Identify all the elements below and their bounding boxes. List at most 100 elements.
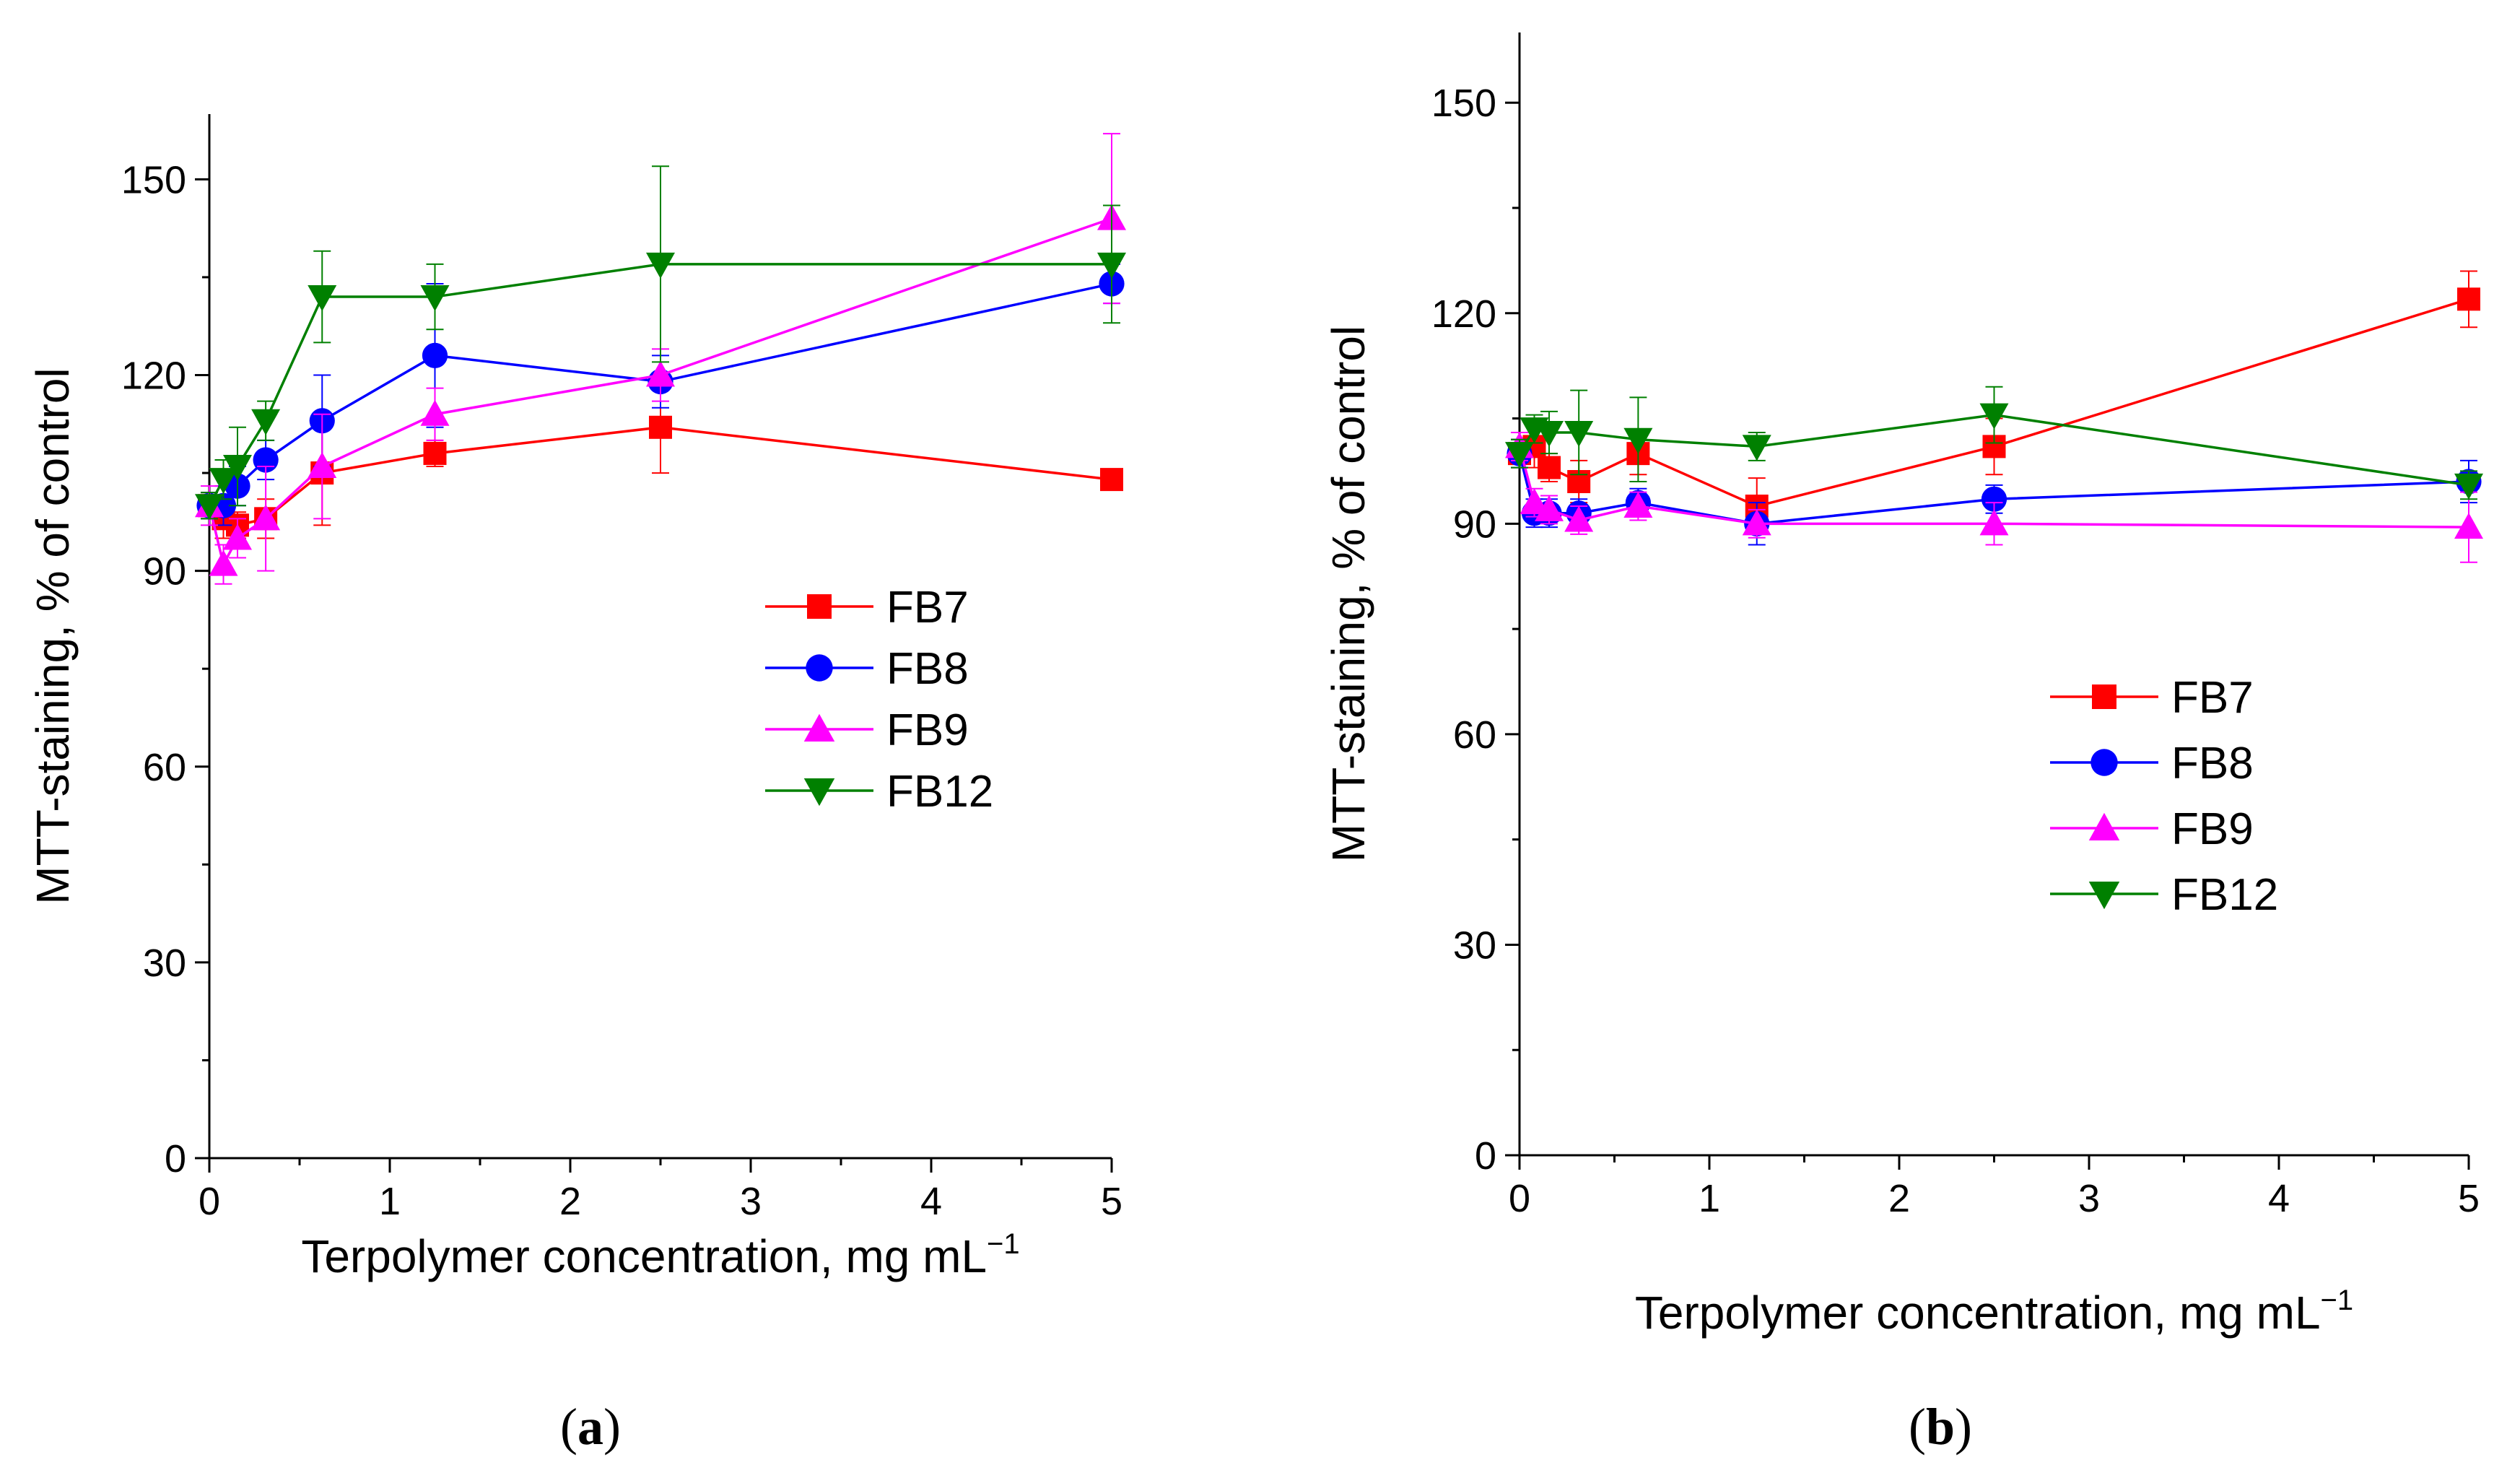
x-tick-label: 0 [199, 1180, 220, 1223]
data-point-FB12 [1535, 420, 1564, 447]
data-point-FB12 [420, 285, 450, 312]
y-tick-label: 0 [165, 1137, 186, 1181]
data-point-FB12 [646, 252, 675, 279]
y-axis-title: MTT-staining, % of control [1322, 326, 1374, 862]
caption-letter: a [577, 1398, 603, 1456]
data-point-FB9 [1979, 509, 2009, 536]
data-point-FB12 [1505, 442, 1534, 469]
data-point-FB9 [308, 452, 337, 479]
x-axis-title: Terpolymer concentration, mg mL−1 [1635, 1284, 2353, 1339]
caption-paren: ) [1955, 1398, 1972, 1456]
data-point-FB7 [423, 441, 447, 465]
legend-entry-FB7: FB7 [2050, 673, 2254, 723]
x-tick-label: 2 [559, 1180, 581, 1223]
y-tick-label: 150 [1431, 82, 1496, 125]
data-point-FB7 [1538, 456, 1561, 479]
legend-marker [806, 654, 833, 682]
x-axis-title-superscript: −1 [987, 1228, 1020, 1260]
legend-marker [803, 713, 835, 742]
caption-letter: b [1926, 1398, 1955, 1456]
data-point-FB12 [251, 409, 281, 435]
y-tick-label: 0 [1475, 1134, 1496, 1178]
legend-marker [2092, 684, 2116, 709]
legend-entry-FB8: FB8 [765, 644, 969, 694]
legend-entry-FB12: FB12 [765, 767, 993, 817]
x-tick-label: 3 [2078, 1177, 2100, 1220]
data-point-FB12 [308, 285, 337, 312]
data-point-FB7 [649, 415, 672, 439]
chart-panel-a: 0 30 60 90 120 150 0 1 2 3 4 5 Terpolymer concentrat… [27, 114, 1126, 1456]
data-point-FB9 [1742, 509, 1771, 536]
y-tick-label: 90 [143, 550, 186, 594]
y-tick-label: 60 [143, 746, 186, 789]
series-FB12 [195, 165, 1126, 521]
data-point-FB9 [646, 360, 675, 387]
legend-label: FB9 [886, 705, 969, 755]
data-point-FB9 [223, 523, 252, 550]
x-axis-title-text: Terpolymer concentration, mg mL [301, 1230, 987, 1282]
data-point-FB9 [420, 399, 450, 426]
data-point-FB8 [1981, 486, 2007, 512]
legend-entry-FB8: FB8 [2050, 739, 2254, 788]
x-axis-title: Terpolymer concentration, mg mL−1 [301, 1228, 1019, 1282]
x-tick-label: 5 [2458, 1177, 2480, 1220]
data-point-FB12 [2454, 473, 2483, 500]
x-tick-label: 0 [1509, 1177, 1530, 1220]
legend-marker [2088, 882, 2120, 910]
data-point-FB9 [1535, 495, 1564, 521]
caption-paren: ) [603, 1398, 621, 1456]
x-tick-label: 5 [1101, 1180, 1122, 1223]
data-point-FB12 [209, 468, 238, 495]
legend-label: FB7 [886, 583, 969, 633]
data-point-FB9 [209, 549, 238, 576]
data-point-FB12 [195, 494, 224, 521]
x-tick-label: 1 [379, 1180, 401, 1223]
x-tick-label: 4 [2268, 1177, 2290, 1220]
data-point-FB9 [1623, 492, 1653, 518]
data-point-FB9 [1520, 488, 1549, 515]
data-point-FB12 [1564, 420, 1594, 447]
data-point-FB9 [1564, 505, 1594, 532]
legend-entry-FB7: FB7 [765, 583, 969, 633]
y-tick-label: 30 [143, 942, 186, 985]
x-axis-title-text: Terpolymer concentration, mg mL [1635, 1287, 2321, 1339]
legend-label: FB12 [886, 767, 993, 817]
chart-panel-b: 0 30 60 90 120 150 0 1 2 3 4 5 Terpolymer concentrat… [1322, 32, 2483, 1456]
y-tick-label: 30 [1453, 923, 1496, 967]
x-tick-label: 1 [1699, 1177, 1720, 1220]
data-point-FB8 [422, 342, 448, 368]
x-tick-label: 2 [1888, 1177, 1910, 1220]
legend-entry-FB9: FB9 [765, 705, 969, 755]
legend-label: FB8 [886, 644, 969, 694]
legend-label: FB7 [2171, 673, 2254, 723]
series-FB12 [1505, 386, 2483, 500]
legend-marker [803, 778, 835, 807]
y-tick-label: 120 [121, 355, 186, 398]
x-axis-title-superscript: −1 [2321, 1284, 2354, 1316]
data-point-FB9 [2454, 513, 2483, 539]
caption-paren: ( [560, 1398, 577, 1456]
panel-caption: (b) [1909, 1398, 1972, 1456]
y-tick-label: 60 [1453, 713, 1496, 757]
x-tick-label: 4 [920, 1180, 942, 1223]
data-point-FB12 [1742, 435, 1771, 461]
data-point-FB7 [1100, 468, 1123, 492]
data-point-FB9 [251, 504, 281, 531]
y-axis-title: MTT-staining, % of control [27, 368, 79, 904]
data-point-FB12 [1979, 403, 2009, 430]
data-point-FB12 [1623, 427, 1653, 454]
legend-marker [807, 594, 832, 619]
data-point-FB12 [223, 455, 252, 482]
caption-paren: ( [1909, 1398, 1926, 1456]
y-tick-label: 90 [1453, 503, 1496, 546]
panel-caption: (a) [560, 1398, 621, 1456]
legend-label: FB8 [2171, 739, 2254, 788]
y-tick-label: 120 [1431, 292, 1496, 336]
legend-marker [2088, 812, 2120, 840]
legend-label: FB12 [2171, 870, 2278, 920]
legend-entry-FB9: FB9 [2050, 804, 2254, 854]
legend-entry-FB12: FB12 [2050, 870, 2278, 920]
data-point-FB7 [2457, 287, 2480, 311]
x-tick-label: 3 [740, 1180, 762, 1223]
